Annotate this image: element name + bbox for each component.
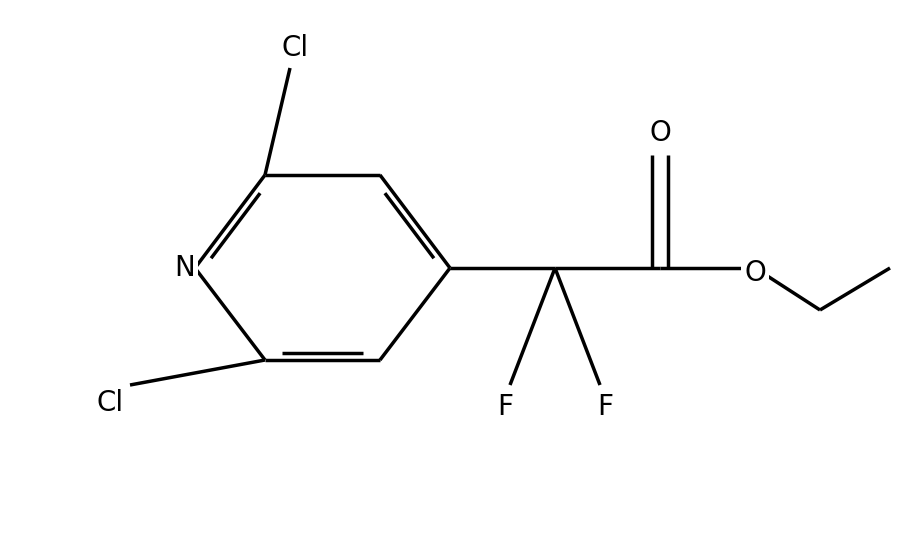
Text: N: N xyxy=(174,254,196,282)
Text: Cl: Cl xyxy=(96,389,124,417)
Text: Cl: Cl xyxy=(282,34,308,62)
Text: O: O xyxy=(649,119,671,147)
Text: F: F xyxy=(597,393,613,421)
Text: O: O xyxy=(744,259,766,287)
Text: F: F xyxy=(497,393,513,421)
